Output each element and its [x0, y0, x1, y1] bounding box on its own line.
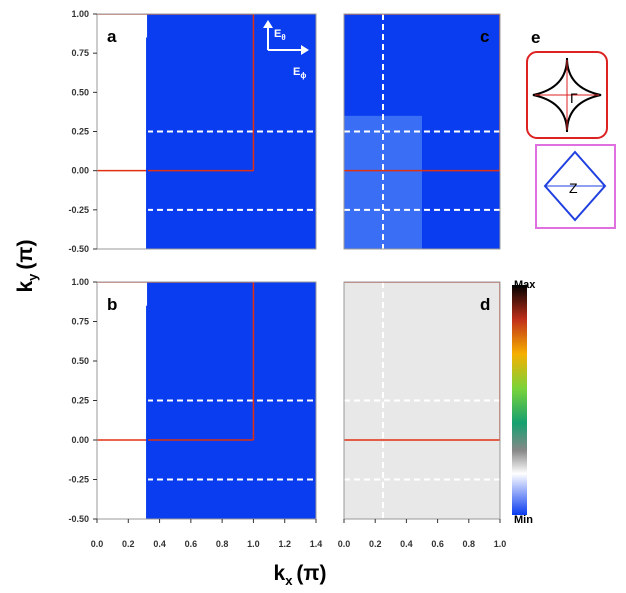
panel [97, 282, 324, 519]
x-tick-label: 0.8 [216, 539, 229, 549]
figure: a1.000.750.500.250.00-0.25-0.50EθEϕb1.00… [0, 0, 626, 588]
label-unit: (π) [296, 562, 326, 585]
y-tick-label: 1.00 [71, 277, 89, 287]
y-axis-label: ky (π) [14, 240, 40, 293]
y-tick-label: -0.25 [68, 205, 89, 215]
x-tick-label: 0.8 [463, 539, 476, 549]
svg-text:ky(π): ky (π) [14, 240, 40, 293]
x-tick-label: 0.4 [400, 539, 413, 549]
panel-label: c [480, 27, 489, 46]
label-sub: θ [281, 33, 285, 42]
inset-label: Γ [570, 90, 578, 106]
x-tick-label: 0.2 [122, 539, 135, 549]
y-tick-label: 0.25 [71, 127, 89, 137]
label-main: k [274, 562, 286, 585]
x-axis-label: kx(π) [274, 562, 327, 588]
x-tick-label: 0.2 [369, 539, 382, 549]
x-tick-label: 0.0 [338, 539, 351, 549]
x-tick-label: 1.0 [247, 539, 260, 549]
x-tick-label: 0.4 [153, 539, 166, 549]
y-tick-label: 0.75 [71, 317, 89, 327]
y-tick-label: -0.25 [68, 475, 89, 485]
panel-label: e [531, 28, 540, 47]
colorbar [512, 285, 527, 515]
y-tick-label: 0.50 [71, 356, 89, 366]
x-tick-label: 1.4 [310, 539, 323, 549]
x-tick-label: 0.6 [431, 539, 444, 549]
y-tick-label: 0.75 [71, 48, 89, 58]
y-tick-label: -0.50 [68, 514, 89, 524]
y-tick-label: 0.00 [71, 166, 89, 176]
label-sub: x [285, 573, 293, 588]
panel-label: d [480, 295, 490, 314]
panel-label: a [107, 27, 117, 46]
panel [334, 4, 530, 249]
colorbar-max: Max [514, 279, 536, 291]
inset-label: Z [569, 180, 578, 196]
x-tick-label: 1.2 [278, 539, 291, 549]
y-tick-label: 1.00 [71, 9, 89, 19]
y-tick-label: 0.00 [71, 435, 89, 445]
x-tick-label: 0.0 [91, 539, 104, 549]
label-sub: ϕ [300, 71, 306, 80]
panel-label: b [107, 295, 117, 314]
label-unit: (π) [14, 240, 37, 270]
panel [330, 262, 520, 529]
label-sub: y [25, 273, 40, 281]
y-tick-label: 0.50 [71, 87, 89, 97]
colorbar-min: Min [514, 514, 533, 526]
label-main: E [274, 28, 281, 40]
y-tick-label: -0.50 [68, 244, 89, 254]
y-tick-label: 0.25 [71, 396, 89, 406]
x-tick-label: 0.6 [185, 539, 198, 549]
label-main: k [14, 281, 37, 293]
x-tick-label: 1.0 [494, 539, 507, 549]
label-main: E [293, 66, 300, 78]
